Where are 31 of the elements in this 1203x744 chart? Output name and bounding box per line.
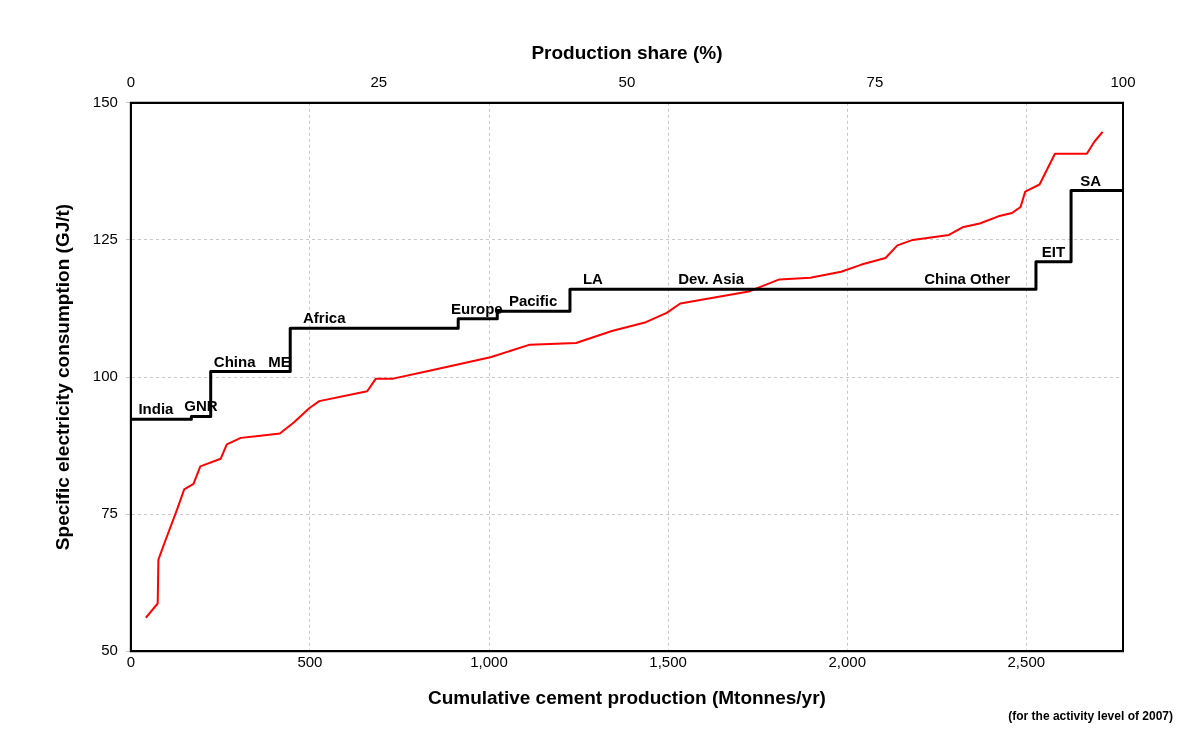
y-tick-label: 125 [92,230,118,248]
x2-tick-label: 0 [126,72,135,90]
annotation: Europe [450,299,503,317]
annotation: Dev. Asia [678,270,745,288]
annotation: ME [268,352,291,370]
y-tick-label: 150 [92,92,118,110]
annotation: India [138,400,175,418]
x-tick-label: 1,500 [649,653,687,671]
x2-tick-label: 100 [1110,72,1136,90]
y-tick-label: 100 [92,367,118,385]
x-tick-label: 500 [297,653,323,671]
x-tick-label: 2,000 [828,653,866,671]
x2-tick-label: 50 [618,72,636,90]
x2-tick-label: 75 [866,72,884,90]
text: (for the activity level of 2007) [1008,709,1173,723]
annotation: Pacific [508,292,558,310]
annotation: EIT [1041,242,1066,260]
x-tick-label: 0 [126,653,135,671]
y-tick-label: 50 [101,641,118,659]
annotation: SA [1080,171,1102,189]
x2-axis-title: Production share (%) [531,41,723,63]
annotation: Africa [302,309,347,327]
y-tick-label: 75 [101,504,118,522]
x-axis-title: Cumulative cement production (Mtonnes/yr) [427,686,826,708]
x-tick-label: 2,500 [1007,653,1046,671]
annotation: LA [582,270,604,288]
x-tick-label: 1,000 [470,653,508,671]
annotation: China Other [924,270,1011,288]
y-axis-title: Specific electricity consumption (GJ/t) [51,203,73,551]
annotation: China [213,352,257,370]
x2-tick-label: 25 [370,72,388,90]
